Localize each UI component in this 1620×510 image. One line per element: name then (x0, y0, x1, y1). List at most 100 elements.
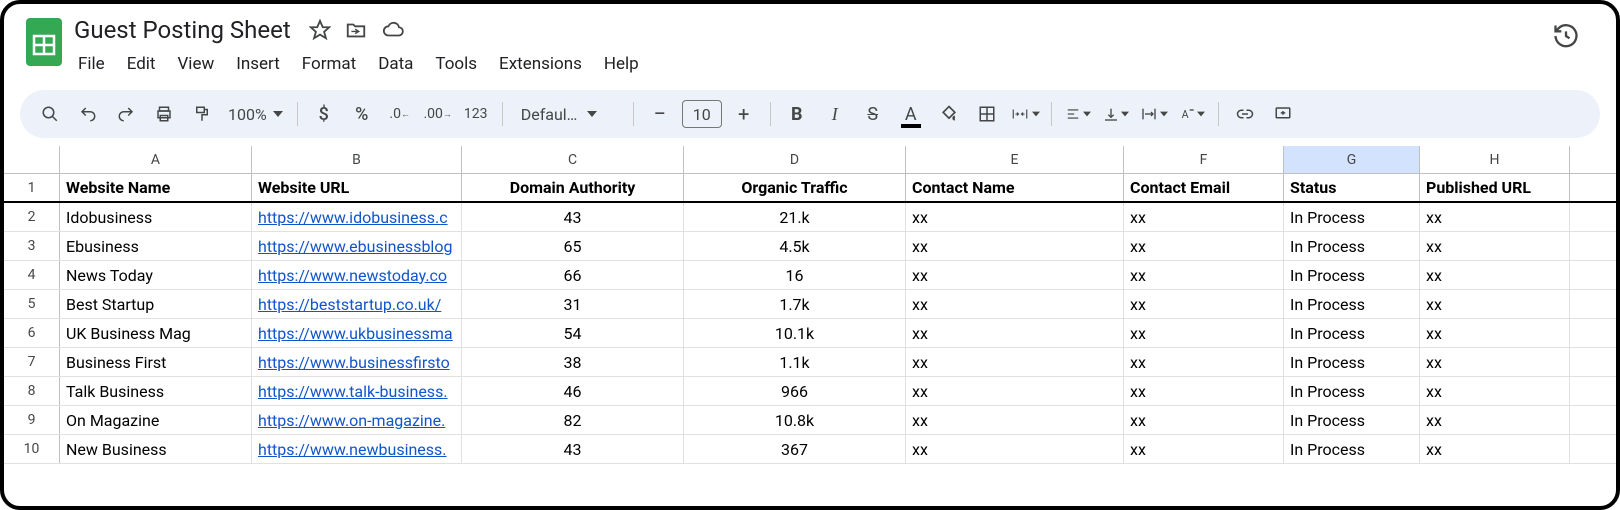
star-icon[interactable] (309, 19, 331, 41)
cell[interactable]: xx (906, 435, 1124, 463)
cell[interactable]: 4.5k (684, 232, 906, 260)
bold-icon[interactable]: B (781, 98, 813, 130)
cell[interactable]: 46 (462, 377, 684, 405)
menu-file[interactable]: File (68, 50, 115, 78)
halign-icon[interactable] (1062, 98, 1094, 130)
cell[interactable]: Business First (60, 348, 252, 376)
menu-help[interactable]: Help (594, 50, 649, 78)
cell[interactable]: xx (1124, 261, 1284, 289)
cell[interactable]: xx (1124, 348, 1284, 376)
cell[interactable]: https://www.newbusiness. (252, 435, 462, 463)
cell[interactable]: In Process (1284, 203, 1420, 231)
cell[interactable]: xx (1420, 319, 1570, 347)
cell[interactable]: xx (906, 406, 1124, 434)
column-header-A[interactable]: A (60, 146, 252, 173)
cell[interactable]: 21.k (684, 203, 906, 231)
cell[interactable]: In Process (1284, 435, 1420, 463)
cell[interactable]: 38 (462, 348, 684, 376)
cell[interactable]: In Process (1284, 348, 1420, 376)
cell[interactable]: 54 (462, 319, 684, 347)
cell[interactable]: https://www.ebusinessblog (252, 232, 462, 260)
header-cell[interactable]: Website Name (60, 174, 252, 201)
column-header-D[interactable]: D (684, 146, 906, 173)
header-cell[interactable]: Contact Name (906, 174, 1124, 201)
row-header[interactable]: 2 (4, 203, 60, 231)
valign-icon[interactable] (1100, 98, 1132, 130)
header-cell[interactable]: Website URL (252, 174, 462, 201)
strike-icon[interactable]: S (857, 98, 889, 130)
text-color-icon[interactable]: A (895, 98, 927, 130)
row-header[interactable]: 10 (4, 435, 60, 463)
row-header[interactable]: 6 (4, 319, 60, 347)
cell[interactable]: xx (1420, 348, 1570, 376)
cell[interactable]: xx (906, 261, 1124, 289)
cell[interactable]: On Magazine (60, 406, 252, 434)
cell[interactable]: xx (1124, 232, 1284, 260)
cell[interactable]: xx (1420, 377, 1570, 405)
row-header[interactable]: 1 (4, 174, 60, 201)
borders-icon[interactable] (971, 98, 1003, 130)
link-icon[interactable] (1229, 98, 1261, 130)
cell[interactable]: https://www.idobusiness.c (252, 203, 462, 231)
rotate-icon[interactable]: A (1176, 98, 1208, 130)
cell[interactable]: xx (906, 290, 1124, 318)
comment-icon[interactable] (1267, 98, 1299, 130)
cell[interactable]: Idobusiness (60, 203, 252, 231)
history-icon[interactable] (1552, 12, 1600, 50)
sheets-logo[interactable] (20, 18, 68, 66)
undo-icon[interactable] (72, 98, 104, 130)
cell[interactable]: 10.1k (684, 319, 906, 347)
header-cell[interactable]: Status (1284, 174, 1420, 201)
cell[interactable]: xx (1420, 435, 1570, 463)
column-header-C[interactable]: C (462, 146, 684, 173)
document-title[interactable]: Guest Posting Sheet (68, 14, 297, 46)
menu-extensions[interactable]: Extensions (489, 50, 592, 78)
cell[interactable]: https://beststartup.co.uk/ (252, 290, 462, 318)
cell[interactable]: In Process (1284, 290, 1420, 318)
cell[interactable]: 65 (462, 232, 684, 260)
column-header-B[interactable]: B (252, 146, 462, 173)
merge-icon[interactable] (1009, 98, 1041, 130)
cell[interactable]: In Process (1284, 261, 1420, 289)
cell[interactable]: Best Startup (60, 290, 252, 318)
cell[interactable]: https://www.on-magazine. (252, 406, 462, 434)
cell[interactable]: xx (1420, 406, 1570, 434)
cell[interactable]: xx (906, 377, 1124, 405)
redo-icon[interactable] (110, 98, 142, 130)
zoom-select[interactable]: 100% (224, 105, 287, 124)
cell[interactable]: https://www.ukbusinessma (252, 319, 462, 347)
cell[interactable]: 43 (462, 203, 684, 231)
decrease-decimal-icon[interactable]: .0← (384, 98, 416, 130)
cell[interactable]: 966 (684, 377, 906, 405)
cell[interactable]: In Process (1284, 377, 1420, 405)
header-cell[interactable]: Organic Traffic (684, 174, 906, 201)
menu-data[interactable]: Data (368, 50, 423, 78)
cell[interactable]: 82 (462, 406, 684, 434)
cell[interactable]: In Process (1284, 319, 1420, 347)
cell[interactable]: xx (1124, 377, 1284, 405)
cell[interactable]: New Business (60, 435, 252, 463)
cell[interactable]: xx (1420, 203, 1570, 231)
column-header-G[interactable]: G (1284, 146, 1420, 173)
cell[interactable]: xx (906, 203, 1124, 231)
cell[interactable]: xx (1124, 319, 1284, 347)
cell[interactable]: xx (1124, 203, 1284, 231)
row-header[interactable]: 8 (4, 377, 60, 405)
column-header-F[interactable]: F (1124, 146, 1284, 173)
cell[interactable]: xx (906, 232, 1124, 260)
format-number-icon[interactable]: 123 (460, 98, 492, 130)
header-cell[interactable]: Domain Authority (462, 174, 684, 201)
row-header[interactable]: 9 (4, 406, 60, 434)
menu-insert[interactable]: Insert (226, 50, 290, 78)
cell[interactable]: xx (1420, 261, 1570, 289)
cell[interactable]: xx (1124, 290, 1284, 318)
cell[interactable]: 1.7k (684, 290, 906, 318)
cell[interactable]: xx (1420, 232, 1570, 260)
header-cell[interactable]: Published URL (1420, 174, 1570, 201)
cell[interactable]: xx (906, 348, 1124, 376)
cell[interactable]: xx (906, 319, 1124, 347)
wrap-icon[interactable] (1138, 98, 1170, 130)
font-select[interactable]: Defaul… (513, 105, 623, 124)
cell[interactable]: https://www.businessfirsto (252, 348, 462, 376)
cell[interactable]: 367 (684, 435, 906, 463)
